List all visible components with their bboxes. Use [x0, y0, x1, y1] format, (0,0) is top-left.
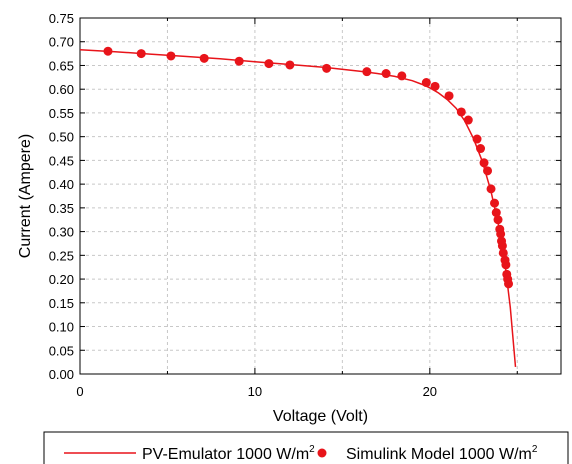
legend-label-pv-emulator-sup: 2: [309, 444, 315, 455]
y-tick-label: 0.35: [49, 201, 74, 216]
y-tick-label: 0.20: [49, 272, 74, 287]
series-layer: [79, 46, 517, 367]
y-tick-label: 0.00: [49, 367, 74, 382]
data-point-simulink: [264, 59, 274, 69]
y-tick-label: 0.65: [49, 58, 74, 73]
data-point-simulink: [421, 78, 431, 88]
x-tick-label: 0: [76, 384, 83, 399]
legend-label-simulink-model-sup: 2: [532, 444, 538, 455]
y-tick-label: 0.55: [49, 106, 74, 121]
data-point-simulink: [476, 144, 486, 154]
y-tick-label: 0.30: [49, 225, 74, 240]
data-point-simulink: [381, 69, 391, 79]
data-point-simulink: [496, 229, 506, 239]
data-point-simulink: [199, 53, 209, 63]
data-point-simulink: [486, 184, 496, 194]
data-point-simulink: [285, 60, 295, 70]
data-point-simulink: [397, 71, 407, 81]
y-tick-label: 0.10: [49, 320, 74, 335]
data-point-simulink: [234, 56, 244, 66]
x-axis: 0 10 20: [76, 18, 518, 399]
data-point-simulink: [490, 198, 500, 208]
grid: [80, 18, 561, 374]
data-point-simulink: [444, 91, 454, 101]
data-point-simulink: [322, 63, 332, 73]
legend-box: [43, 431, 569, 464]
data-point-simulink: [498, 248, 508, 258]
data-point-simulink: [472, 134, 482, 144]
y-tick-label: 0.70: [49, 35, 74, 50]
legend: PV-Emulator 1000 W/m2 Simulink Model 100…: [43, 431, 569, 464]
y-axis-label: Current (Ampere): [17, 134, 34, 258]
y-tick-label: 0.05: [49, 343, 74, 358]
plot-frame: [79, 17, 562, 375]
data-point-simulink: [501, 260, 511, 270]
data-point-simulink: [504, 279, 514, 289]
data-point-simulink: [491, 208, 501, 218]
y-tick-label: 0.60: [49, 82, 74, 97]
legend-label-pv-emulator-text: PV-Emulator 1000 W/m: [142, 446, 309, 463]
legend-marker-swatch: [317, 448, 327, 458]
x-tick-label: 20: [423, 384, 437, 399]
legend-label-simulink-model: Simulink Model 1000 W/m2: [346, 444, 538, 463]
data-point-simulink: [166, 51, 176, 61]
y-tick-label: 0.40: [49, 177, 74, 192]
x-axis-label: Voltage (Volt): [273, 408, 368, 425]
y-tick-label: 0.45: [49, 153, 74, 168]
y-axis: 0.00 0.05 0.10 0.15 0.20 0.25 0.30 0.35 0.40 0.45…: [49, 11, 561, 382]
y-tick-label: 0.50: [49, 130, 74, 145]
data-point-simulink: [103, 46, 113, 56]
y-tick-label: 0.15: [49, 296, 74, 311]
data-point-simulink: [362, 67, 372, 77]
legend-label-pv-emulator: PV-Emulator 1000 W/m2: [142, 444, 315, 463]
x-tick-label: 10: [248, 384, 262, 399]
data-point-simulink: [456, 107, 466, 117]
data-point-simulink: [136, 49, 146, 59]
legend-label-simulink-model-text: Simulink Model 1000 W/m: [346, 446, 532, 463]
y-tick-label: 0.75: [49, 11, 74, 26]
data-point-simulink: [430, 81, 440, 91]
data-point-simulink: [463, 115, 473, 125]
data-point-simulink: [493, 215, 503, 225]
data-point-simulink: [497, 241, 507, 251]
y-tick-label: 0.25: [49, 248, 74, 263]
data-point-simulink: [483, 166, 493, 176]
data-point-simulink: [479, 158, 489, 168]
